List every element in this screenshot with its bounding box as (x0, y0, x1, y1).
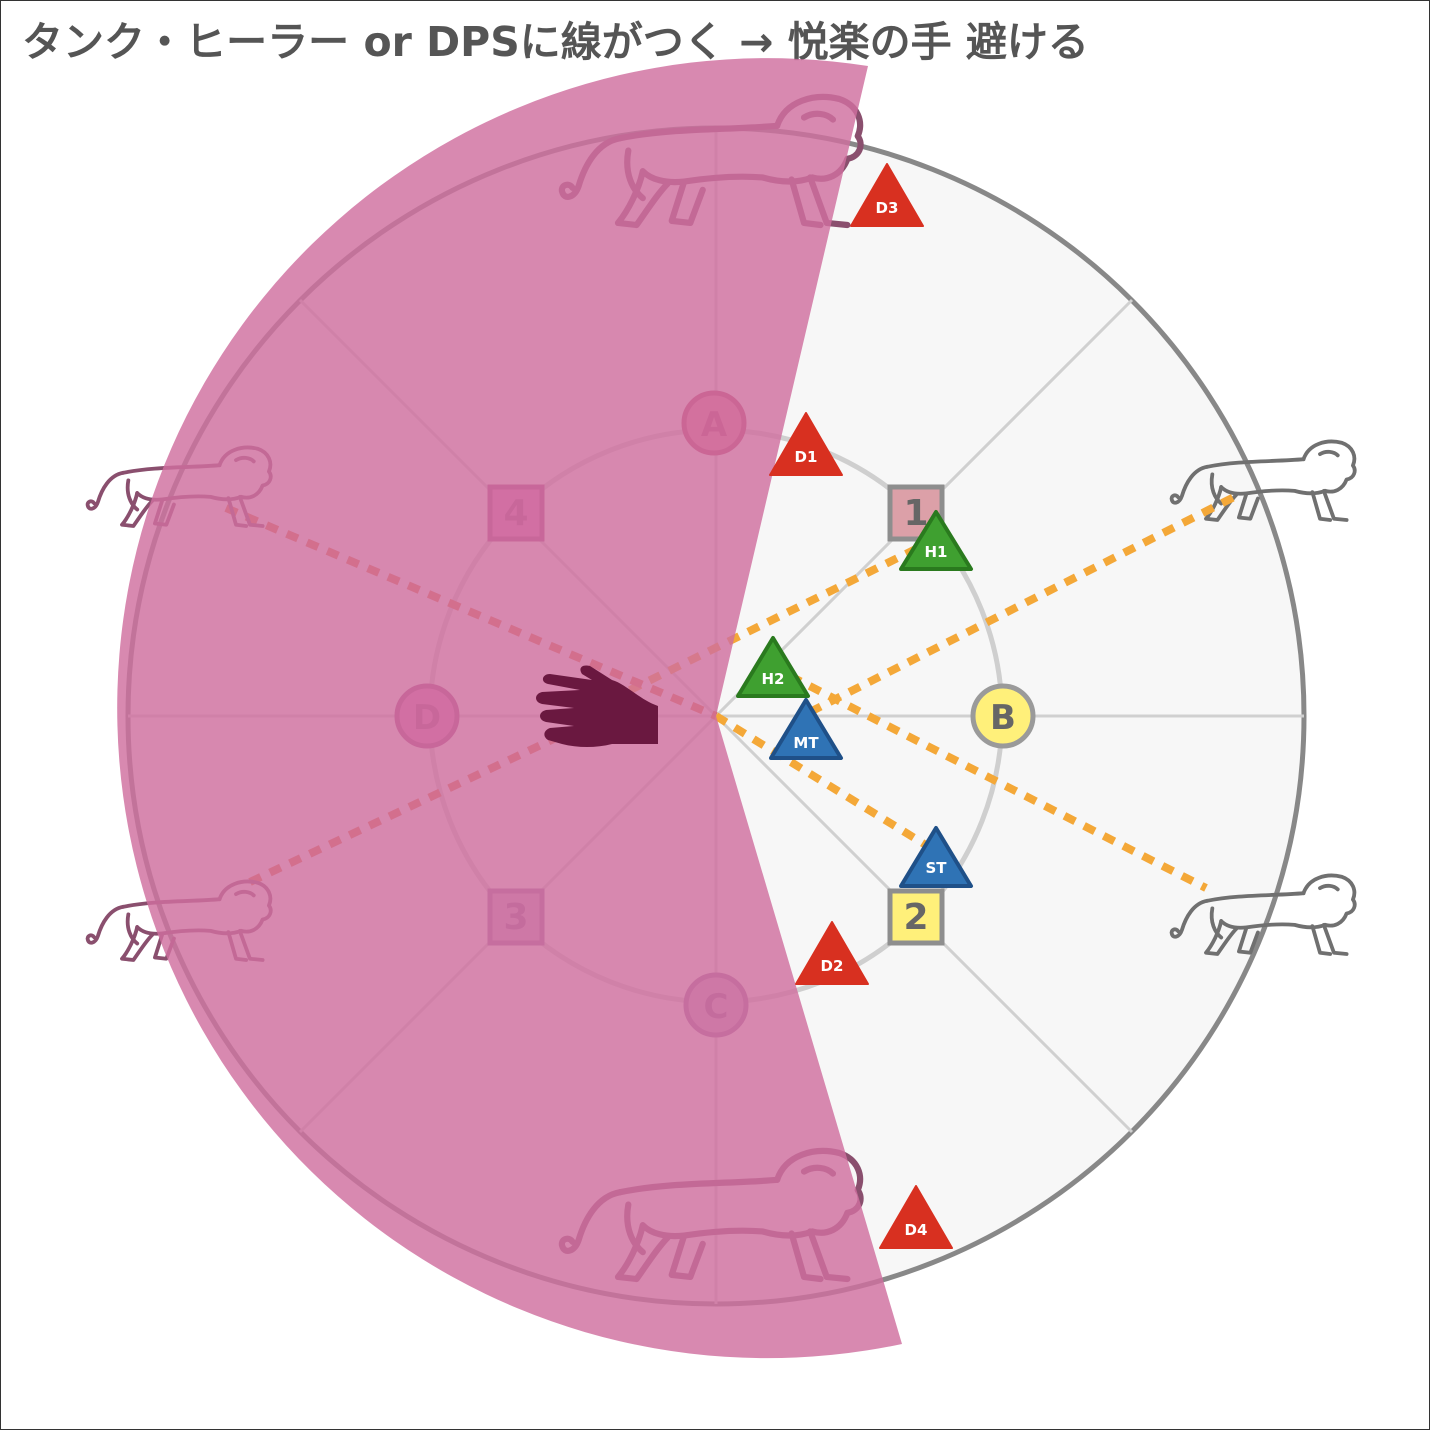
player-D3: D3 (850, 163, 924, 227)
waymark-B: B (970, 683, 1036, 749)
svg-text:MT: MT (793, 734, 819, 752)
player-H1: H1 (899, 510, 973, 571)
svg-text:D2: D2 (821, 957, 844, 975)
svg-text:H2: H2 (762, 670, 785, 688)
safe-tethers (608, 490, 1242, 892)
svg-text:D3: D3 (876, 199, 899, 217)
aoe-cleave-zone (117, 58, 903, 1359)
diagram-title: タンク・ヒーラー or DPSに線がつく → 悦楽の手 避ける (22, 18, 1089, 66)
svg-text:D1: D1 (795, 448, 818, 466)
svg-text:ST: ST (925, 859, 947, 877)
svg-text:D4: D4 (905, 1221, 928, 1239)
hand-icon (536, 665, 658, 747)
player-D1: D1 (769, 412, 843, 476)
svg-text:B: B (990, 698, 1016, 738)
player-H2: H2 (736, 636, 810, 698)
svg-text:H1: H1 (925, 543, 948, 561)
waymark-2: 2 (887, 888, 945, 946)
player-D2: D2 (795, 921, 869, 985)
player-MT: MT (769, 698, 843, 760)
svg-text:2: 2 (903, 897, 928, 938)
player-D4: D4 (879, 1185, 953, 1249)
player-ST: ST (899, 826, 973, 888)
